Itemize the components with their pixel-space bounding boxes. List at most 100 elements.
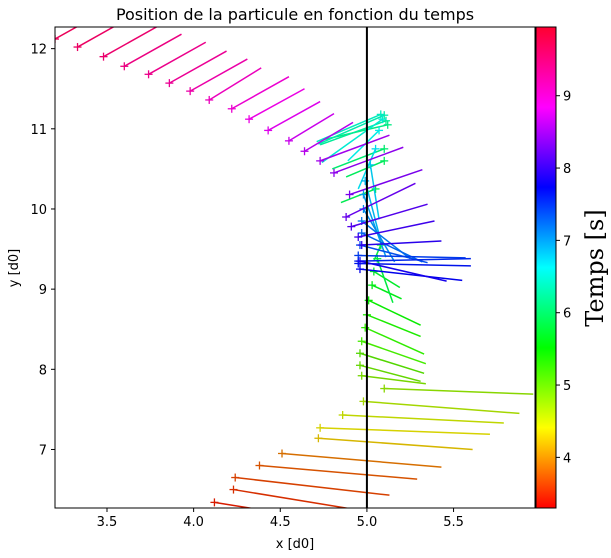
trajectory-vector: [345, 160, 385, 178]
data-point-marker: [264, 126, 273, 135]
data-point-marker: [380, 111, 389, 120]
data-point-marker: [186, 87, 195, 96]
trajectory-vector: [359, 260, 447, 282]
data-point-marker: [231, 473, 240, 482]
data-point-marker: [120, 62, 129, 71]
data-point-marker: [316, 423, 325, 432]
trajectory-vector: [319, 134, 390, 162]
data-point-marker: [355, 361, 364, 370]
y-tick-label: 11: [30, 123, 47, 138]
colorbar-tick-label: 7: [563, 234, 571, 249]
trajectory-vector: [235, 476, 390, 496]
trajectory-vector: [318, 437, 473, 451]
data-point-marker: [357, 337, 366, 346]
data-point-marker: [278, 449, 287, 458]
trajectory-vector: [189, 58, 248, 92]
trajectory-vector: [359, 268, 463, 282]
chart-title: Position de la particule en fonction du …: [116, 5, 474, 24]
trajectory-vector: [347, 129, 380, 162]
colorbar-tick-label: 6: [563, 307, 571, 322]
x-tick-label: 5.0: [357, 515, 378, 530]
data-point-marker: [316, 156, 325, 165]
data-point-marker: [347, 222, 356, 231]
data-point-marker: [378, 115, 387, 124]
trajectory-vector: [259, 464, 418, 480]
data-point-marker: [380, 144, 389, 153]
colorbar-tick-label: 4: [563, 451, 571, 466]
data-point-marker: [300, 147, 309, 156]
data-point-marker: [55, 35, 59, 44]
data-point-marker: [364, 296, 373, 305]
trajectory-vector: [363, 400, 520, 415]
trajectory-vector: [281, 452, 442, 468]
x-tick-label: 3.5: [97, 515, 118, 530]
y-axis-ticks: 7 8 9 10 11 12: [30, 43, 55, 458]
data-point-marker: [375, 126, 384, 135]
trajectory-vector: [359, 364, 421, 383]
data-point-marker: [229, 485, 238, 494]
trajectory-vector: [358, 257, 471, 262]
data-point-marker: [354, 233, 363, 242]
x-axis-label: x [d0]: [276, 537, 315, 552]
trajectory-vector: [320, 427, 490, 435]
colorbar-tick-label: 8: [563, 162, 571, 177]
data-point-marker: [371, 144, 380, 153]
trajectory-vector: [267, 100, 321, 132]
trajectory-vector: [369, 164, 380, 220]
data-point-marker: [345, 190, 354, 199]
y-tick-label: 9: [39, 283, 47, 298]
data-point-marker: [380, 384, 389, 393]
x-tick-label: 4.5: [270, 515, 291, 530]
data-point-marker: [357, 371, 366, 380]
data-point-marker: [205, 95, 214, 104]
y-tick-label: 10: [30, 203, 47, 218]
colorbar-ticks: 4 5 6 7 8 9: [556, 90, 571, 466]
data-point-marker: [381, 116, 390, 125]
data-point-marker: [355, 257, 364, 266]
y-tick-label: 12: [30, 43, 47, 58]
data-point-marker: [144, 70, 153, 79]
trajectory-vector: [358, 220, 435, 238]
trajectory-vector: [358, 262, 471, 267]
trajectory-vector: [331, 148, 385, 170]
colorbar-tick-label: 9: [563, 90, 571, 105]
trajectory-vector: [340, 188, 376, 204]
trajectory-vector: [373, 270, 401, 289]
colorbar-label: Temps [s]: [581, 209, 609, 326]
trajectory-vector: [361, 340, 427, 365]
data-point-marker: [165, 79, 174, 88]
trajectory-vector: [358, 254, 466, 259]
trajectory-vector: [333, 146, 404, 174]
data-point-marker: [355, 265, 364, 274]
data-point-marker: [227, 104, 236, 113]
trajectory-vector: [373, 244, 382, 262]
trajectory-vector: [248, 88, 305, 120]
data-point-marker: [255, 461, 264, 470]
trajectory-vector: [103, 27, 158, 58]
trajectory-vector: [288, 112, 335, 142]
data-point-marker: [314, 434, 323, 443]
data-point-marker: [245, 115, 254, 124]
trajectory-vector: [77, 27, 115, 48]
trajectory-vector: [349, 168, 423, 196]
trajectory-vector: [371, 284, 402, 300]
trajectory-vector: [304, 121, 354, 152]
plot-area: [55, 27, 534, 508]
data-point-marker: [284, 136, 293, 145]
data-point-marker: [357, 241, 366, 250]
trajectory-vector: [384, 387, 534, 395]
data-point-marker: [368, 281, 377, 290]
trajectory-vector: [321, 118, 383, 164]
trajectory-vector: [345, 182, 416, 218]
trajectory-vector: [148, 41, 207, 75]
trajectory-vector: [318, 114, 385, 145]
data-point-marker: [73, 43, 82, 52]
trajectory-vector: [342, 414, 504, 424]
y-axis-label: y [d0]: [7, 249, 22, 288]
trajectory-vector: [351, 203, 428, 228]
data-point-marker: [210, 498, 219, 507]
x-tick-label: 4.0: [183, 515, 204, 530]
data-point-marker: [380, 156, 389, 165]
x-axis-ticks: 3.5 4.0 4.5 5.0 5.5: [97, 508, 464, 530]
data-point-marker: [361, 323, 370, 332]
